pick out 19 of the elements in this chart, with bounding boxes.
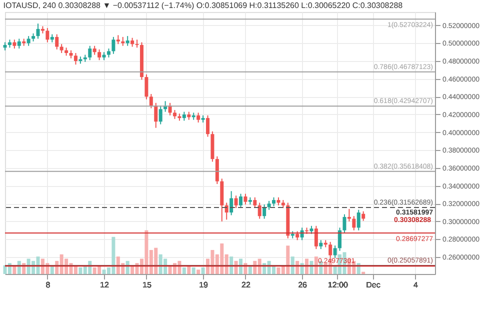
bar: [230, 256, 234, 274]
x-tick-label: 26: [298, 280, 308, 290]
bar: [238, 258, 242, 274]
x-tick-label: 15: [142, 280, 152, 290]
bar: [314, 256, 318, 274]
bar: [201, 267, 205, 274]
x-tick-label: 8: [46, 280, 51, 290]
bar: [290, 256, 294, 274]
bar: [192, 267, 196, 274]
x-tick-label: 12: [100, 280, 110, 290]
x-tick-label: 12:00: [328, 280, 348, 290]
x-tick-label: Dec: [366, 280, 380, 290]
bar: [182, 267, 186, 274]
x-tick-label: 4: [413, 280, 418, 290]
chart-title: IOTAUSD, 240 0.30308288 ▼ −0.00537112 (−1.74%) O:0.30851069 H:0.31135260 L:0.30065220 C:0.30308288: [3, 1, 404, 10]
bar: [305, 258, 309, 274]
bar: [196, 270, 200, 274]
x-tick-label: 19: [199, 280, 209, 290]
x-tick-label: 22: [242, 280, 251, 290]
